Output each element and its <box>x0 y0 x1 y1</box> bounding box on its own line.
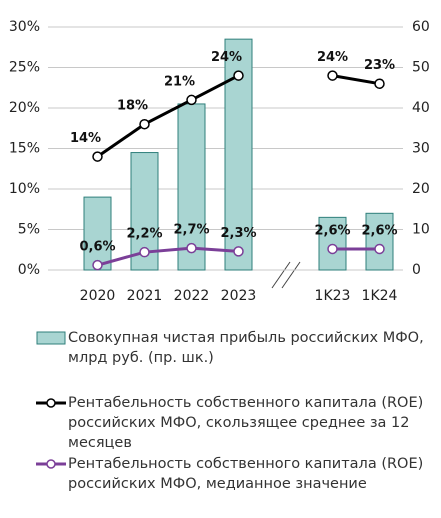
x-tick-label: 1K23 <box>315 288 351 304</box>
x-tick-label: 2023 <box>221 288 257 304</box>
swatch-marker <box>46 459 56 469</box>
y-tick-label: 5% <box>18 222 40 238</box>
marker <box>233 246 244 257</box>
legend-swatch <box>36 331 66 345</box>
marker <box>186 242 197 254</box>
x-tick-label: 2021 <box>127 288 163 304</box>
data-label: 2,2% <box>126 227 162 242</box>
data-label: 23% <box>364 58 395 73</box>
y2-tick-label: 0 <box>412 262 421 278</box>
marker <box>374 78 385 89</box>
y-tick-label: 15% <box>9 141 40 157</box>
y-tick-label: 10% <box>9 181 40 197</box>
data-label: 0,6% <box>79 240 115 255</box>
marker <box>139 118 150 130</box>
y2-tick-label: 50 <box>412 60 430 76</box>
marker <box>374 243 385 255</box>
y-tick-label: 25% <box>9 60 40 76</box>
data-label: 24% <box>211 50 242 65</box>
marker <box>327 70 338 81</box>
swatch <box>36 331 66 345</box>
y-tick-label: 20% <box>9 100 40 116</box>
x-tick-label: 2022 <box>174 288 210 304</box>
marker <box>327 243 338 255</box>
data-label: 18% <box>117 99 148 114</box>
legend-label: Рентабельность собственного капитала (RO… <box>68 456 424 492</box>
data-label: 2,7% <box>173 223 209 238</box>
break-line <box>281 261 301 289</box>
y-tick-label: 30% <box>9 19 40 35</box>
marker <box>186 94 197 106</box>
legend-swatch <box>36 398 66 408</box>
marker <box>92 151 103 162</box>
marker <box>92 259 103 271</box>
legend-label: Совокупная чистая прибыль российских МФО… <box>68 330 424 366</box>
data-label: 14% <box>70 131 101 146</box>
x-tick-label: 1K24 <box>362 288 398 304</box>
marker <box>139 246 150 258</box>
bar <box>177 103 206 271</box>
line <box>332 74 380 86</box>
y2-tick-label: 30 <box>412 141 430 157</box>
data-label: 2,6% <box>361 223 397 238</box>
break-line <box>271 261 291 289</box>
line <box>97 246 239 267</box>
y2-tick-label: 20 <box>412 181 430 197</box>
marker <box>233 70 244 81</box>
bar <box>365 212 394 271</box>
swatch-marker <box>46 398 56 408</box>
y2-tick-label: 40 <box>412 100 430 116</box>
bar <box>224 38 253 271</box>
line <box>96 74 240 158</box>
data-label: 21% <box>164 74 195 89</box>
bar <box>318 216 347 271</box>
data-label: 2,6% <box>314 223 350 238</box>
data-label: 24% <box>317 50 348 65</box>
x-tick-label: 2020 <box>80 288 116 304</box>
legend-swatch <box>36 459 66 469</box>
y2-tick-label: 10 <box>412 222 430 238</box>
data-label: 2,3% <box>220 226 256 241</box>
y2-tick-label: 60 <box>412 19 430 35</box>
axis-break <box>271 261 301 289</box>
legend-label: Рентабельность собственного капитала (RO… <box>68 395 424 451</box>
y-tick-label: 0% <box>18 262 40 278</box>
